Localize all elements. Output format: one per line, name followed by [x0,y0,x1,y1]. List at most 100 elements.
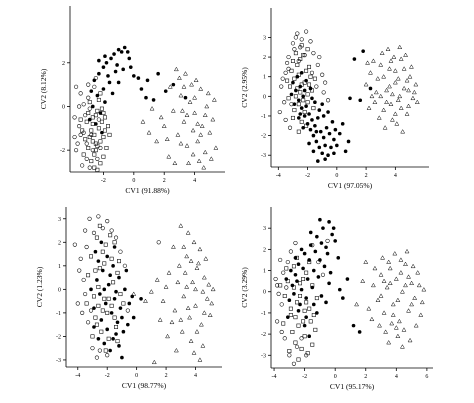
data-point-open-triangle [200,289,206,294]
data-point-filled-circle [151,98,156,102]
data-point-filled-circle [310,285,315,290]
data-point-filled-circle [121,67,125,72]
data-point-filled-circle [321,226,325,230]
scatter-panel-3: -4 -2 0 2 4 -3 -2 -1 0 1 2 3 CV1 (98.77%) CV2 (1.23%) [0,201,237,403]
data-point-open-circle [118,249,123,254]
data-point-open-square [299,82,304,87]
data-point-open-triangle [401,85,407,91]
y-tick-label: 0 [263,290,266,296]
data-point-filled-circle [313,249,318,254]
data-point-filled-circle [163,89,168,93]
x-tick-label: 0 [135,373,138,379]
data-point-open-triangle [193,286,198,292]
data-point-open-triangle [157,317,163,322]
data-point-open-triangle [398,270,404,275]
data-point-open-square [289,68,294,73]
data-point-open-square [100,308,105,313]
data-point-open-triangle [406,103,411,108]
data-point-open-square [291,264,296,269]
data-point-open-square [98,139,103,144]
data-point-open-square [92,165,97,170]
data-point-open-triangle [381,74,387,79]
data-point-open-triangle [148,289,154,294]
data-point-filled-circle [126,322,130,327]
data-point-open-triangle [414,99,420,104]
data-point-filled-circle [301,266,305,271]
y-tick-label: 3 [263,226,266,232]
data-point-open-square [112,240,117,245]
data-point-open-square [102,296,107,301]
data-point-open-triangle [173,66,179,72]
data-point-open-circle [74,148,79,153]
data-point-filled-circle [156,71,160,76]
data-point-open-square [307,64,312,69]
y-tick-label: -1 [261,311,266,317]
data-point-open-triangle [213,145,219,150]
data-point-open-circle [87,106,92,111]
data-point-filled-circle [125,50,130,54]
data-point-open-square [301,319,306,324]
data-point-filled-circle [326,110,330,114]
data-point-filled-circle [95,278,99,282]
data-point-filled-circle [319,241,324,245]
data-point-open-circle [94,355,99,360]
data-point-filled-circle [310,118,314,122]
data-point-open-triangle [378,272,384,277]
data-point-filled-circle [139,296,143,301]
data-point-open-triangle [166,154,172,159]
data-point-open-square [286,96,291,101]
y-tick-label: 2 [58,240,61,246]
data-point-open-triangle [386,339,392,345]
data-point-open-triangle [390,117,395,122]
scatter-panel-2: -4 -2 0 2 4 -3 -2 -1 0 1 2 3 CV1 (97.05%) CV2 (2.95%) [237,0,474,201]
data-point-open-circle [77,104,82,109]
data-point-filled-circle [348,96,352,101]
data-point-filled-circle [87,117,92,122]
data-point-filled-circle [321,135,326,140]
data-point-open-triangle [154,277,160,282]
data-point-open-circle [87,165,92,170]
data-point-open-circle [72,134,77,140]
data-point-open-circle [296,58,301,64]
data-point-open-triangle [204,296,210,301]
data-point-open-triangle [366,306,372,311]
data-point-open-square [108,233,113,238]
data-point-open-square [305,47,310,52]
data-point-open-square [102,128,107,133]
data-point-filled-circle [311,149,316,154]
data-point-open-square [278,283,283,288]
data-point-open-square [104,145,109,150]
data-point-open-circle [86,82,91,87]
data-point-filled-circle [307,141,311,146]
data-point-filled-circle [330,120,335,124]
data-point-open-square [95,167,100,172]
y-tick-label: -2 [261,332,266,338]
data-point-open-circle [72,115,77,120]
data-point-open-triangle [210,286,216,292]
data-point-filled-circle [318,129,323,134]
data-point-open-triangle [382,125,388,130]
data-point-filled-circle [314,129,319,134]
data-point-filled-circle [127,56,132,61]
data-point-open-triangle [406,87,411,93]
data-point-open-circle [284,285,289,290]
data-point-filled-circle [116,47,121,52]
data-point-open-square [96,97,101,102]
data-point-filled-circle [290,283,295,288]
data-point-open-square [293,315,298,320]
data-point-filled-circle [139,87,144,91]
plot-area-4: -4 -2 0 2 4 6 -3 -2 -1 0 1 2 3 CV1 (95.17%) CV2 (3.29%… [240,207,433,391]
data-point-open-square [293,340,298,345]
data-point-open-triangle [197,357,203,362]
data-point-open-square [296,102,301,107]
data-point-open-circle [125,308,130,313]
data-point-filled-circle [343,149,348,154]
data-point-open-triangle [394,121,400,126]
data-point-filled-circle [310,96,314,101]
data-point-open-square [106,296,111,301]
data-point-open-triangle [410,95,416,101]
data-point-open-circle [280,76,285,81]
data-point-filled-circle [109,56,113,61]
data-point-open-triangle [395,333,401,338]
data-point-filled-circle [336,256,341,260]
